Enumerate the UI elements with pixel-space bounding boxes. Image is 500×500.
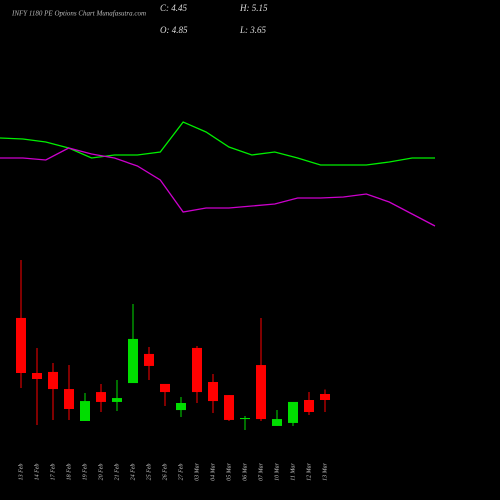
x-tick-label: 20 Feb xyxy=(98,464,104,481)
close-label: C: 4.45 xyxy=(160,3,188,13)
candle-body xyxy=(208,382,218,402)
open-label: O: 4.85 xyxy=(160,25,188,35)
x-tick-label: 25 Feb xyxy=(146,464,152,481)
x-tick-label: 12 Mar xyxy=(306,462,312,480)
candle-body xyxy=(224,395,234,420)
x-tick-label: 11 Mar xyxy=(290,463,296,481)
x-tick-label: 10 Mar xyxy=(274,462,280,480)
x-tick-label: 26 Feb xyxy=(162,464,168,481)
x-tick-label: 13 Feb xyxy=(18,464,24,481)
candle-body xyxy=(48,371,58,390)
candle-body xyxy=(192,347,202,393)
candle-body xyxy=(144,353,154,366)
x-tick-label: 05 Mar xyxy=(226,462,232,480)
x-tick-label: 07 Mar xyxy=(258,462,264,480)
candle-body xyxy=(128,338,138,384)
candle-body xyxy=(320,394,330,400)
x-tick-label: 06 Mar xyxy=(242,462,248,480)
x-tick-label: 13 Mar xyxy=(322,462,328,480)
low-label: L: 3.65 xyxy=(239,25,267,35)
candle-body xyxy=(288,401,298,423)
x-tick-label: 03 Mar xyxy=(194,462,200,480)
candle-body xyxy=(32,373,42,379)
indicator-line xyxy=(0,147,436,227)
x-tick-label: 24 Feb xyxy=(129,464,136,481)
candle-body xyxy=(272,419,282,426)
candle-body xyxy=(64,389,74,409)
candle-body xyxy=(304,400,314,412)
candle-body xyxy=(256,365,266,420)
x-tick-label: 17 Feb xyxy=(50,464,56,481)
chart-title: INFY 1180 PE Options Chart Munafasutra.c… xyxy=(11,10,146,18)
x-tick-label: 04 Mar xyxy=(209,462,216,480)
high-label: H: 5.15 xyxy=(239,3,268,13)
candle-body xyxy=(96,392,106,402)
x-tick-label: 18 Feb xyxy=(66,464,72,481)
x-tick-label: 21 Feb xyxy=(114,464,120,481)
candle-body xyxy=(160,383,170,393)
candle-body xyxy=(240,418,250,420)
candle-body xyxy=(112,398,122,402)
x-tick-label: 27 Feb xyxy=(178,464,184,481)
x-tick-label: 19 Feb xyxy=(82,464,88,481)
candle-body xyxy=(80,401,90,421)
candle-body xyxy=(16,317,26,373)
candle-body xyxy=(176,403,186,411)
x-tick-label: 14 Feb xyxy=(33,464,40,481)
indicator-line xyxy=(0,121,435,166)
